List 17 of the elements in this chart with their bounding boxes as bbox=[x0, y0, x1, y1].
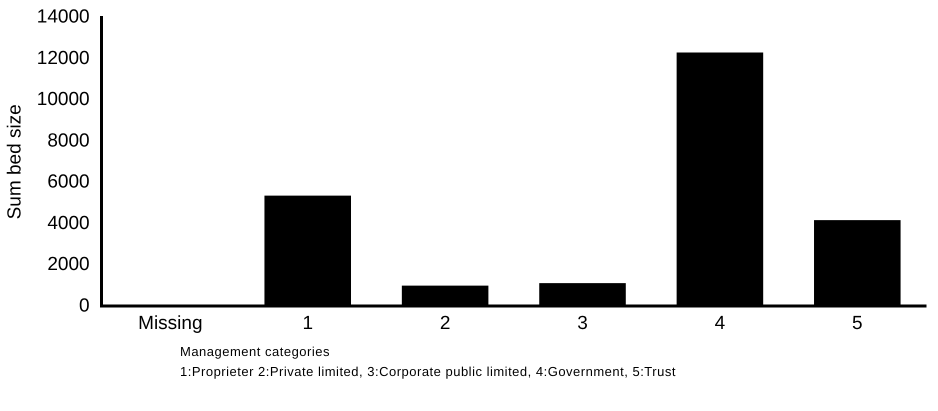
y-tick-label: 6000 bbox=[47, 172, 90, 193]
y-tick-label: 4000 bbox=[47, 212, 90, 234]
x-tick-label: Missing bbox=[138, 312, 203, 334]
y-axis-title: Sum bed size bbox=[4, 104, 26, 220]
y-tick-label: 8000 bbox=[47, 130, 90, 152]
y-tick-label: 0 bbox=[79, 295, 90, 316]
y-tick-label: 12000 bbox=[36, 48, 90, 69]
y-tick-label: 2000 bbox=[47, 254, 90, 276]
x-tick-label: 2 bbox=[440, 312, 450, 334]
x-tick-label: 1 bbox=[302, 312, 314, 334]
x-tick-label: 4 bbox=[714, 312, 726, 334]
y-tick-label: 14000 bbox=[36, 6, 90, 28]
x-tick-label: 5 bbox=[852, 312, 863, 334]
y-tick-label: 10000 bbox=[36, 89, 90, 110]
x-axis-title: Management categories bbox=[180, 343, 331, 361]
x-tick-label: 3 bbox=[577, 312, 588, 334]
text: 1:Proprieter 2:Private limited, 3:Corporate public limited, 4:Government, 5:Trust bbox=[180, 363, 676, 381]
